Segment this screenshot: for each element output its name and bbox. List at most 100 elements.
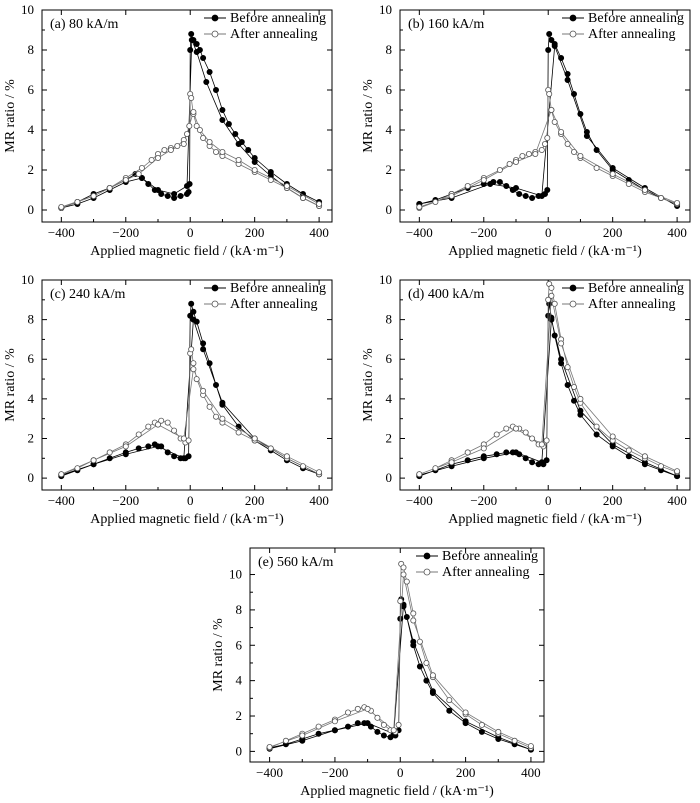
data-point: [410, 617, 417, 624]
data-point: [186, 123, 193, 130]
data-point: [558, 356, 565, 363]
legend-label: Before annealing: [588, 281, 684, 296]
series-line: [419, 282, 678, 475]
data-point: [506, 160, 513, 167]
data-point: [543, 437, 550, 444]
data-point: [187, 312, 194, 319]
data-point: [641, 453, 648, 460]
data-point: [164, 419, 171, 426]
data-point: [429, 672, 436, 679]
x-tick-label: −200: [322, 765, 349, 780]
data-point: [344, 709, 351, 716]
data-point: [503, 449, 510, 456]
data-point: [571, 91, 578, 98]
data-point: [503, 182, 510, 189]
data-point: [164, 192, 171, 199]
data-point: [410, 638, 417, 645]
x-axis-title: Applied magnetic field / (kA·m⁻¹): [90, 244, 284, 259]
data-point: [577, 395, 584, 402]
y-tick-label: 6: [386, 82, 393, 97]
data-point: [331, 718, 338, 725]
data-point: [193, 123, 200, 130]
data-point: [551, 119, 558, 126]
x-tick-label: 200: [603, 225, 623, 240]
data-point: [180, 140, 187, 147]
data-point: [493, 431, 500, 438]
data-point: [423, 677, 430, 684]
data-point: [448, 459, 455, 466]
data-point: [558, 128, 565, 135]
legend-marker: [211, 300, 219, 308]
data-point: [564, 71, 571, 78]
y-tick-label: 0: [28, 202, 35, 217]
x-tick-label: 400: [667, 493, 687, 508]
data-point: [193, 376, 200, 383]
data-point: [364, 720, 371, 727]
data-point: [538, 441, 545, 448]
data-point: [674, 199, 681, 206]
data-point: [190, 316, 197, 323]
data-point: [641, 186, 648, 193]
legend-marker: [569, 14, 577, 22]
legend-label: After annealing: [588, 297, 675, 312]
data-point: [496, 178, 503, 185]
y-tick-label: 6: [386, 351, 393, 366]
plot-frame: [399, 279, 691, 491]
data-point: [161, 146, 168, 153]
data-point: [513, 449, 520, 456]
data-point: [164, 449, 171, 456]
y-tick-label: 8: [236, 602, 243, 617]
data-point: [200, 387, 207, 394]
data-point: [446, 707, 453, 714]
data-point: [446, 697, 453, 704]
y-tick-label: 0: [236, 743, 243, 758]
data-point: [625, 447, 632, 454]
data-point: [551, 332, 558, 339]
data-point: [200, 55, 207, 62]
x-tick-label: 0: [545, 493, 552, 508]
data-point: [331, 727, 338, 734]
data-point: [538, 459, 545, 466]
data-point: [545, 296, 552, 303]
data-point: [658, 194, 665, 201]
legend-marker: [423, 568, 431, 576]
data-point: [464, 449, 471, 456]
legend-marker: [569, 300, 577, 308]
legend-marker: [211, 30, 219, 38]
data-point: [410, 610, 417, 617]
data-point: [138, 164, 145, 171]
data-point: [267, 176, 274, 183]
data-point: [154, 443, 161, 450]
panel-label: (a) 80 kA/m: [50, 17, 119, 32]
y-tick-label: 10: [21, 2, 34, 17]
data-point: [374, 728, 381, 735]
data-point: [154, 421, 161, 428]
chart-panel-3: −400 −200 0 200 400 0 2 4 6 8 10 Applied magnetic f…: [3, 272, 333, 527]
data-point: [374, 714, 381, 721]
y-tick-label: 6: [28, 82, 35, 97]
data-point: [496, 166, 503, 173]
data-point: [171, 427, 178, 434]
data-point: [380, 732, 387, 739]
data-point: [180, 455, 187, 462]
data-point: [219, 399, 226, 406]
y-tick-label: 4: [386, 391, 393, 406]
data-point: [122, 176, 129, 183]
data-point: [529, 435, 536, 442]
y-tick-label: 8: [28, 312, 35, 327]
data-point: [548, 107, 555, 114]
data-point: [674, 468, 681, 475]
data-point: [432, 465, 439, 472]
data-point: [527, 743, 534, 750]
data-point: [158, 190, 165, 197]
data-point: [487, 180, 494, 187]
x-tick-label: −200: [470, 225, 497, 240]
data-point: [251, 158, 258, 165]
data-point: [106, 449, 113, 456]
data-point: [511, 737, 518, 744]
data-point: [135, 431, 142, 438]
data-point: [577, 407, 584, 414]
data-point: [190, 109, 197, 116]
x-tick-label: 0: [545, 225, 552, 240]
